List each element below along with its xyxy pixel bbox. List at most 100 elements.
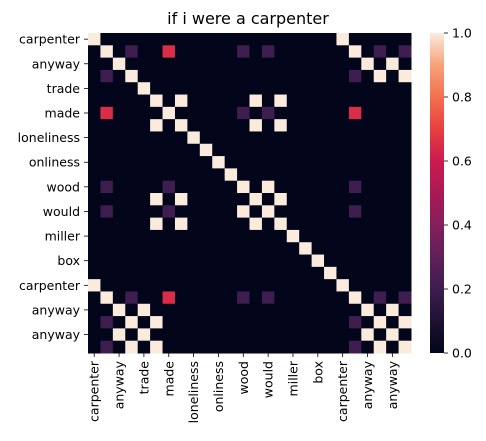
- heatmap-cell: [373, 340, 387, 354]
- heatmap-cell: [212, 168, 226, 182]
- heatmap-cell: [199, 316, 213, 329]
- heatmap-cell: [249, 45, 263, 59]
- heatmap-cell: [224, 254, 238, 268]
- heatmap-cell: [187, 94, 201, 108]
- heatmap-cell: [150, 193, 164, 206]
- heatmap-cell: [261, 33, 275, 46]
- heatmap-cell: [299, 303, 313, 317]
- heatmap-cell: [249, 131, 263, 145]
- heatmap-cell: [348, 143, 362, 157]
- heatmap-cell: [286, 131, 300, 145]
- heatmap-cell: [361, 340, 375, 354]
- heatmap-cell: [88, 266, 101, 280]
- heatmap-cell: [361, 316, 375, 329]
- heatmap-cell: [162, 266, 176, 280]
- heatmap-cell: [324, 266, 337, 280]
- heatmap-cell: [299, 69, 313, 83]
- heatmap-cell: [348, 106, 362, 120]
- heatmap-cell: [361, 303, 375, 317]
- heatmap-cell: [299, 180, 313, 194]
- heatmap-cell: [88, 57, 101, 71]
- heatmap-cell: [373, 168, 387, 182]
- heatmap-cell: [125, 193, 139, 206]
- heatmap-cell: [199, 94, 213, 108]
- heatmap-cell: [398, 57, 412, 71]
- heatmap-cell: [174, 205, 188, 219]
- heatmap-cell: [386, 242, 400, 256]
- heatmap-cell: [286, 340, 300, 354]
- heatmap-cell: [261, 180, 275, 194]
- heatmap-cell: [162, 229, 176, 243]
- heatmap-cell: [386, 316, 400, 329]
- heatmap-cell: [398, 131, 412, 145]
- heatmap-cell: [212, 143, 226, 157]
- heatmap-cell: [299, 94, 313, 108]
- heatmap-cell: [373, 266, 387, 280]
- heatmap-cell: [112, 94, 126, 108]
- heatmap-cell: [224, 82, 238, 96]
- heatmap-cell: [324, 33, 337, 46]
- heatmap-cell: [199, 340, 213, 354]
- heatmap-cell: [224, 119, 238, 132]
- heatmap-cell: [249, 266, 263, 280]
- heatmap-cell: [274, 266, 288, 280]
- heatmap-cell: [274, 279, 288, 292]
- heatmap-cell: [187, 45, 201, 59]
- column-label: would: [261, 361, 276, 398]
- heatmap-cell: [299, 82, 313, 96]
- heatmap-cell: [336, 33, 350, 46]
- heatmap-cell: [348, 156, 362, 169]
- heatmap-cell: [125, 82, 139, 96]
- heatmap-cell: [125, 57, 139, 71]
- heatmap-cell: [88, 328, 101, 342]
- heatmap-cell: [150, 229, 164, 243]
- heatmap-cell: [311, 180, 325, 194]
- heatmap-cell: [311, 57, 325, 71]
- heatmap-cell: [162, 33, 176, 46]
- heatmap-cell: [137, 229, 151, 243]
- row-label: would: [43, 204, 80, 219]
- heatmap-cell: [199, 266, 213, 280]
- heatmap-cell: [324, 328, 337, 342]
- heatmap-cell: [324, 131, 337, 145]
- heatmap-cell: [398, 143, 412, 157]
- heatmap-cell: [224, 242, 238, 256]
- heatmap-cell: [100, 254, 114, 268]
- heatmap-cell: [373, 33, 387, 46]
- heatmap-cell: [162, 328, 176, 342]
- heatmap-cell: [336, 279, 350, 292]
- heatmap-cell: [324, 340, 337, 354]
- heatmap-cell: [274, 119, 288, 132]
- heatmap-cell: [150, 45, 164, 59]
- heatmap-cell: [311, 279, 325, 292]
- heatmap-cell: [274, 94, 288, 108]
- heatmap-cell: [174, 33, 188, 46]
- heatmap-cell: [212, 229, 226, 243]
- heatmap-cell: [324, 254, 337, 268]
- heatmap-cell: [386, 340, 400, 354]
- heatmap-cell: [237, 119, 250, 132]
- heatmap-cell: [386, 266, 400, 280]
- heatmap-cell: [125, 229, 139, 243]
- heatmap-cell: [88, 106, 101, 120]
- heatmap-cell: [174, 303, 188, 317]
- heatmap-cell: [212, 254, 226, 268]
- column-labels: carpenter anyway trade made loneliness online…: [87, 353, 400, 423]
- heatmap-cell: [361, 82, 375, 96]
- heatmap-cell: [150, 168, 164, 182]
- heatmap-cell: [150, 205, 164, 219]
- heatmap-cell: [212, 266, 226, 280]
- heatmap-cell: [311, 33, 325, 46]
- heatmap-cell: [100, 45, 114, 59]
- heatmap-cell: [311, 94, 325, 108]
- heatmap-cell: [386, 57, 400, 71]
- heatmap-cell: [88, 254, 101, 268]
- heatmap-cell: [237, 168, 250, 182]
- heatmap-cell: [336, 193, 350, 206]
- heatmap-cell: [100, 131, 114, 145]
- heatmap-cell: [286, 82, 300, 96]
- colorbar-tick-label: 1.0: [452, 26, 472, 41]
- heatmap-cell: [162, 340, 176, 354]
- heatmap-cell: [125, 242, 139, 256]
- heatmap-cell: [336, 94, 350, 108]
